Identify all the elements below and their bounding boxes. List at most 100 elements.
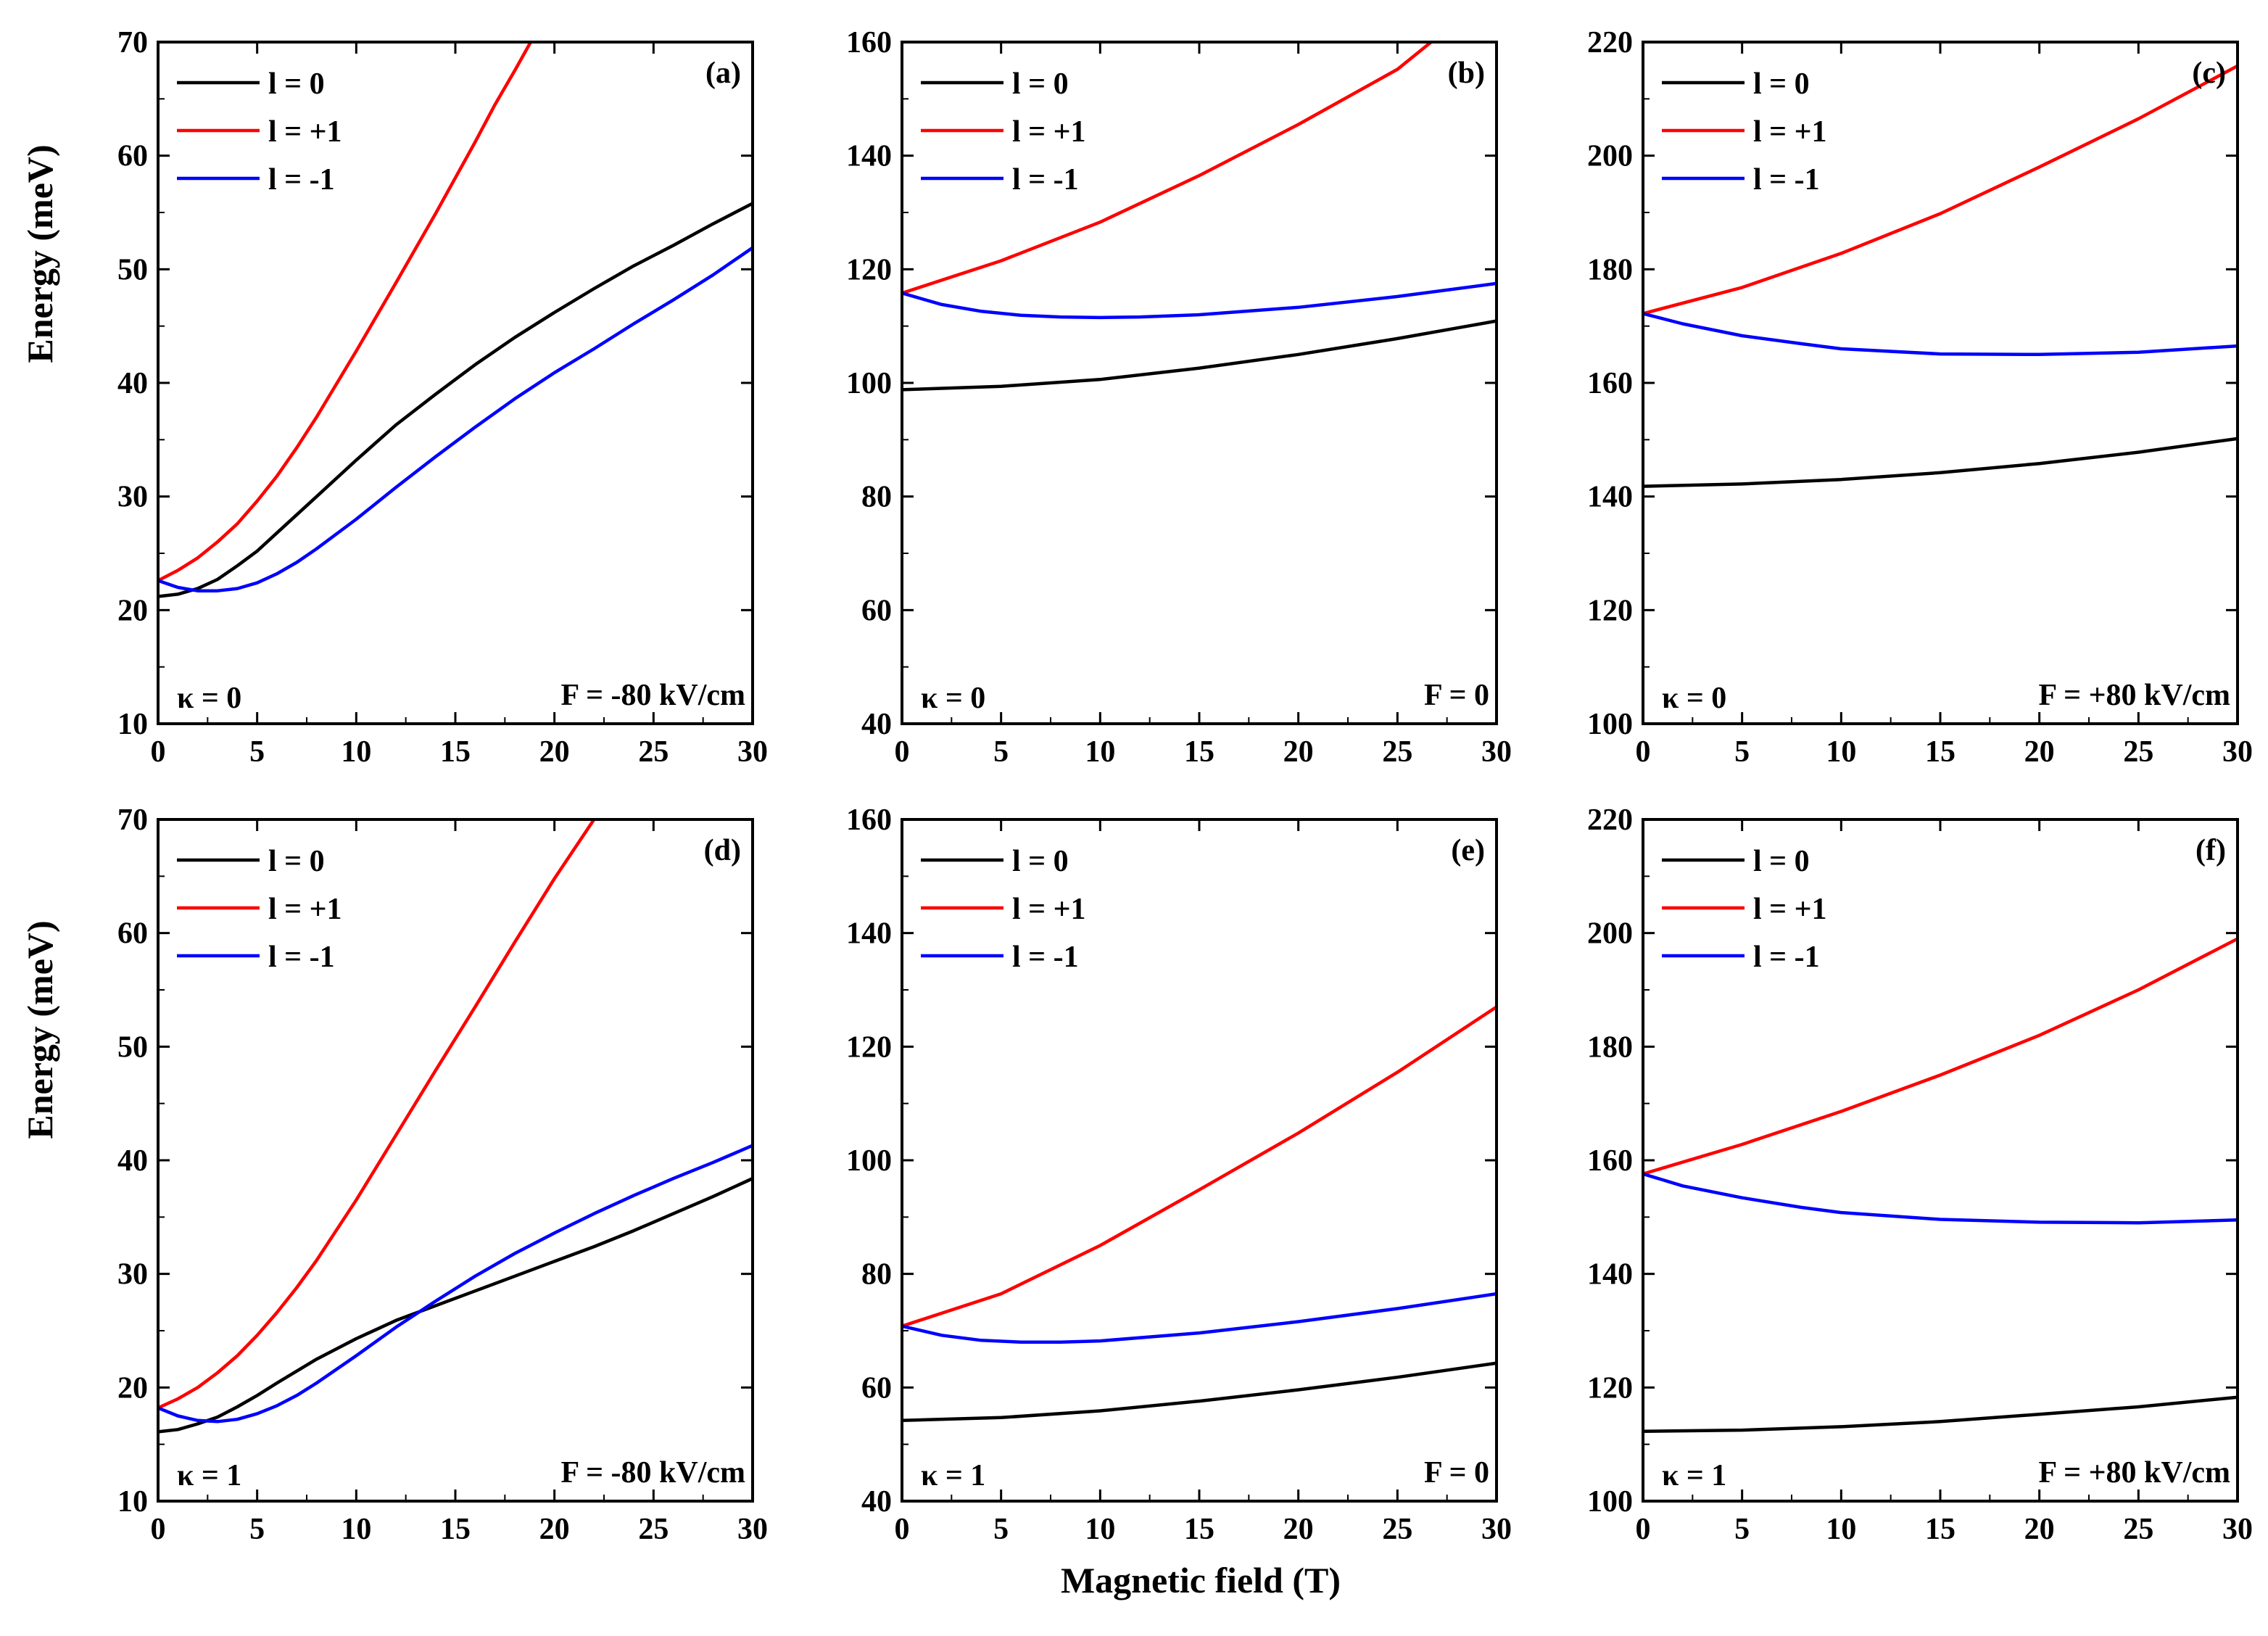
- y-tick-label: 10: [117, 708, 148, 741]
- plot-frame: [901, 41, 1498, 725]
- legend-label: l = +1: [268, 115, 342, 149]
- y-tick-label: 100: [1587, 708, 1633, 741]
- x-tick-label: 5: [993, 735, 1009, 769]
- y-tick-label: 180: [1587, 253, 1633, 286]
- panel-e: 0 5 10 15 20 25 30 40 60 80 100 120 140 160 l = 0 l = +…: [846, 803, 1512, 1546]
- panel-f: 0 5 10 15 20 25 30 100 120 140 160 180 200 220 l = 0 l …: [1587, 803, 2253, 1546]
- y-tick-label: 140: [1587, 1258, 1633, 1292]
- field-label: F = +80 kV/cm: [2039, 1456, 2230, 1490]
- y-tick-label: 40: [861, 1485, 892, 1519]
- y-tick-label: 160: [1587, 367, 1633, 400]
- x-tick-label: 10: [1085, 1513, 1115, 1546]
- x-tick-label: 0: [895, 735, 910, 769]
- y-tick-label: 70: [117, 803, 148, 837]
- y-tick-label: 100: [1587, 1485, 1633, 1519]
- x-tick-label: 25: [1382, 1513, 1412, 1546]
- x-tick-label: 25: [638, 735, 669, 769]
- y-tick-label: 50: [117, 253, 148, 286]
- y-tick-label: 120: [1587, 1371, 1633, 1405]
- y-tick-label: 140: [1587, 481, 1633, 514]
- kappa-label: κ = 0: [177, 682, 241, 715]
- series-line-lplus1: [902, 42, 1433, 295]
- x-tick-label: 20: [1283, 735, 1314, 769]
- panel-label: (c): [2192, 57, 2226, 90]
- series-line-l0: [1643, 437, 2238, 488]
- y-axis-title-top: Energy (meV): [20, 144, 60, 363]
- y-tick-label: 50: [117, 1030, 148, 1064]
- y-tick-label: 20: [117, 1371, 148, 1405]
- x-tick-label: 0: [1636, 735, 1651, 769]
- x-tick-label: 25: [2123, 1513, 2153, 1546]
- x-tick-label: 0: [1636, 1513, 1651, 1546]
- kappa-label: κ = 1: [1662, 1459, 1726, 1492]
- y-tick-label: 60: [861, 594, 892, 627]
- x-tick-label: 30: [2222, 735, 2253, 769]
- y-tick-label: 220: [1587, 26, 1633, 59]
- y-tick-label: 120: [846, 1030, 892, 1064]
- plot-frame: [901, 818, 1498, 1503]
- kappa-label: κ = 0: [921, 682, 985, 715]
- y-tick-label: 10: [117, 1485, 148, 1519]
- legend-label: l = +1: [268, 893, 342, 926]
- x-tick-label: 20: [1283, 1513, 1314, 1546]
- legend-label: l = -1: [1753, 163, 1820, 197]
- x-tick-label: 5: [1734, 1513, 1750, 1546]
- legend-label: l = -1: [1012, 163, 1079, 197]
- y-axis-title-bottom: Energy (meV): [20, 920, 60, 1139]
- series-line-l0: [1643, 1395, 2238, 1433]
- panel-label: (f): [2195, 834, 2226, 867]
- legend-label: l = -1: [268, 941, 335, 974]
- y-tick-label: 80: [861, 1258, 892, 1292]
- kappa-label: κ = 1: [177, 1459, 241, 1492]
- y-tick-label: 60: [861, 1371, 892, 1405]
- x-tick-label: 30: [1481, 735, 1512, 769]
- x-tick-label: 5: [249, 735, 265, 769]
- series-line-lplus1: [902, 1005, 1497, 1328]
- legend-label: l = 0: [268, 845, 325, 878]
- panel-label: (d): [704, 834, 741, 867]
- x-tick-label: 25: [1382, 735, 1412, 769]
- legend-label: l = 0: [1753, 67, 1810, 101]
- field-label: F = 0: [1424, 1456, 1489, 1490]
- x-tick-label: 5: [249, 1513, 265, 1546]
- field-label: F = +80 kV/cm: [2039, 679, 2230, 712]
- x-tick-label: 30: [737, 1513, 768, 1546]
- series-line-l0: [902, 1361, 1497, 1423]
- panel-label: (e): [1451, 834, 1485, 867]
- y-tick-label: 40: [117, 367, 148, 400]
- x-tick-label: 15: [1925, 735, 1955, 769]
- y-tick-label: 100: [846, 367, 892, 400]
- y-tick-label: 140: [846, 140, 892, 173]
- series-line-lplus1: [158, 42, 532, 582]
- y-tick-label: 60: [117, 917, 148, 951]
- series-line-lminus1: [158, 1144, 753, 1424]
- y-tick-label: 200: [1587, 140, 1633, 173]
- y-tick-label: 160: [1587, 1144, 1633, 1178]
- field-label: F = 0: [1424, 679, 1489, 712]
- series-line-l0: [158, 202, 753, 598]
- series-line-lminus1: [1643, 1172, 2238, 1225]
- x-tick-label: 0: [151, 1513, 166, 1546]
- legend-label: l = +1: [1753, 115, 1827, 149]
- x-tick-label: 25: [638, 1513, 669, 1546]
- y-tick-label: 80: [861, 481, 892, 514]
- y-tick-label: 30: [117, 481, 148, 514]
- legend-label: l = +1: [1753, 893, 1827, 926]
- plot-frame: [1642, 41, 2239, 725]
- y-tick-label: 160: [846, 26, 892, 59]
- y-tick-label: 20: [117, 594, 148, 627]
- y-tick-label: 200: [1587, 917, 1633, 951]
- x-tick-label: 15: [440, 1513, 471, 1546]
- x-tick-label: 20: [2024, 735, 2055, 769]
- field-label: F = -80 kV/cm: [560, 1456, 745, 1490]
- plot-frame: [1642, 818, 2239, 1503]
- legend-label: l = -1: [268, 163, 335, 197]
- x-tick-label: 15: [1184, 735, 1214, 769]
- series-line-lminus1: [158, 246, 753, 592]
- y-tick-label: 30: [117, 1258, 148, 1292]
- x-tick-label: 20: [539, 1513, 570, 1546]
- panel-label: (a): [705, 57, 741, 90]
- x-tick-label: 10: [341, 735, 371, 769]
